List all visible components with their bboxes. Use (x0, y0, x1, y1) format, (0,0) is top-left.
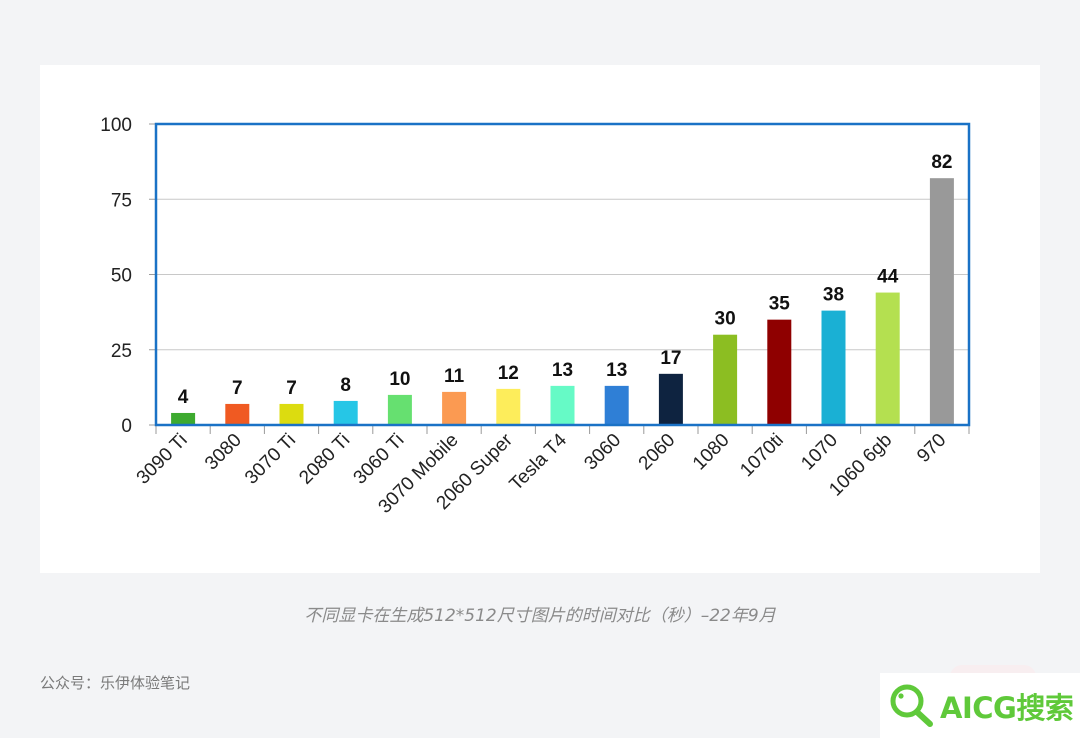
data-label: 13 (552, 360, 573, 381)
y-tick-label: 100 (100, 115, 132, 136)
plot-frame (154, 122, 971, 427)
bar (496, 388, 521, 425)
bar (604, 385, 629, 425)
watermark-text: AICG搜索 (940, 690, 1074, 725)
bar (333, 400, 358, 425)
data-label: 82 (931, 152, 952, 173)
data-label: 30 (715, 309, 736, 330)
data-label: 35 (769, 294, 791, 315)
watermark-logo: AICG搜索 (880, 673, 1080, 738)
bar (387, 394, 412, 425)
data-label: 4 (178, 387, 189, 408)
x-tick-label: 1070 (797, 430, 842, 475)
y-tick-label: 50 (111, 266, 132, 287)
magnifier-icon (890, 684, 933, 727)
account-name: 公众号：乐伊体验笔记 (40, 674, 191, 692)
data-label: 38 (823, 285, 844, 306)
bar (171, 412, 196, 425)
bar (658, 373, 683, 425)
bar (550, 385, 575, 425)
data-labels: 4 7 7 8 10 11 12 13 13 17 30 35 38 44 82 (178, 152, 953, 408)
x-tick-label: Tesla T4 (506, 429, 572, 495)
y-tick-label: 0 (121, 416, 132, 437)
bars (171, 178, 954, 425)
x-tick-label: 970 (913, 430, 950, 467)
x-tick-label: 1070ti (736, 430, 787, 481)
x-tick-label: 3090 Ti (133, 430, 192, 489)
x-tick-label: 3070 Ti (241, 430, 300, 489)
bar (279, 403, 304, 425)
data-label: 8 (340, 375, 351, 396)
data-label: 12 (498, 363, 519, 384)
data-label: 17 (660, 348, 681, 369)
gridlines (156, 198, 969, 351)
data-label: 10 (389, 369, 410, 390)
bar (767, 319, 792, 425)
chart-card: 4 7 7 8 10 11 12 13 13 17 30 35 38 44 82 0 25 50 75 100 309… (40, 65, 1040, 573)
y-tick-label: 25 (111, 341, 132, 362)
bar (713, 334, 738, 425)
data-label: 11 (444, 366, 465, 387)
data-label: 13 (606, 360, 627, 381)
x-tick-label: 2080 Ti (295, 430, 354, 489)
data-label: 7 (286, 378, 297, 399)
data-label: 44 (877, 267, 899, 288)
x-tick-label: 3080 (201, 430, 246, 475)
data-label: 7 (232, 378, 243, 399)
bar (875, 292, 900, 425)
bar (225, 403, 250, 425)
y-tick-label: 75 (111, 190, 132, 211)
bar (821, 310, 846, 425)
bar (929, 178, 954, 425)
x-tick-label: 2060 (635, 430, 680, 475)
bar (442, 391, 467, 425)
bar-chart: 4 7 7 8 10 11 12 13 13 17 30 35 38 44 82 0 25 50 75 100 309… (100, 115, 971, 518)
x-tick-label: 1080 (689, 430, 734, 475)
chart-caption: 不同显卡在生成512*512尺寸图片的时间对比（秒）–22年9月 (304, 606, 776, 626)
x-tick-label: 3060 (580, 430, 625, 475)
